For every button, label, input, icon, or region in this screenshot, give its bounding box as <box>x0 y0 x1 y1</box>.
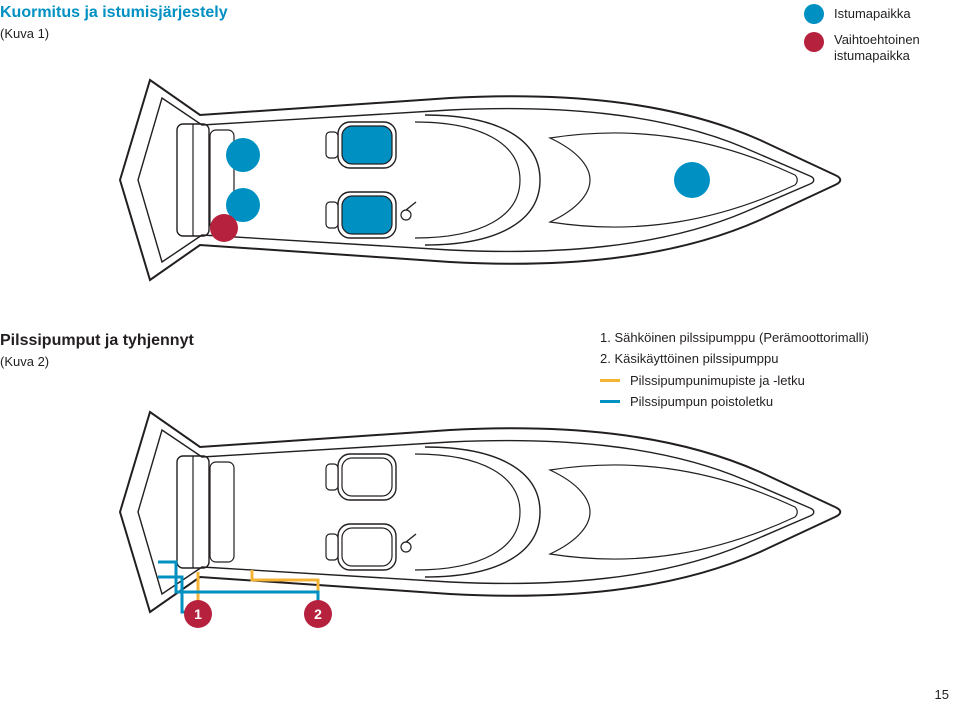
pump-badge-2-label: 2 <box>314 606 322 622</box>
seat-cushion-primary <box>342 196 392 234</box>
boat-diagram-bilge: 1 2 <box>80 392 860 652</box>
swatch-optional-seat <box>804 32 824 52</box>
seat-dot-optional <box>210 214 238 242</box>
hull-outer <box>120 412 840 612</box>
pump-badge-1-label: 1 <box>194 606 202 622</box>
heading-1: Kuormitus ja istumisjärjestely <box>0 4 228 22</box>
pump-badge-2: 2 <box>304 600 332 628</box>
legend-line-3: Pilssipumpunimupiste ja -letku <box>600 373 959 389</box>
seat-dot-primary-bow <box>674 162 710 198</box>
boat-diagram-seating <box>80 60 860 300</box>
swatch-primary-seat <box>804 4 824 24</box>
seat-cushion-primary <box>342 126 392 164</box>
throttle-icon <box>401 210 411 220</box>
legend-line-2: 2. Käsikäyttöinen pilssipumppu <box>600 351 959 367</box>
heading-1-sub: (Kuva 1) <box>0 26 49 41</box>
legend-optional-label-1: Vaihtoehtoinen <box>834 32 920 48</box>
legend-line-1: 1. Sähköinen pilssipumppu (Perämoottorim… <box>600 330 959 346</box>
legend-primary-label: Istumapaikka <box>834 6 911 22</box>
heading-2-sub: (Kuva 2) <box>0 354 49 369</box>
seat-dot-primary <box>226 138 260 172</box>
swatch-hose-suction <box>600 379 620 382</box>
heading-2: Pilssipumput ja tyhjennyt <box>0 332 194 350</box>
legend-row-primary: Istumapaikka <box>804 4 959 24</box>
pump-badge-1: 1 <box>184 600 212 628</box>
manual-page: Kuormitus ja istumisjärjestely (Kuva 1) … <box>0 0 959 710</box>
hull-outer <box>120 80 840 280</box>
page-number: 15 <box>935 687 949 702</box>
